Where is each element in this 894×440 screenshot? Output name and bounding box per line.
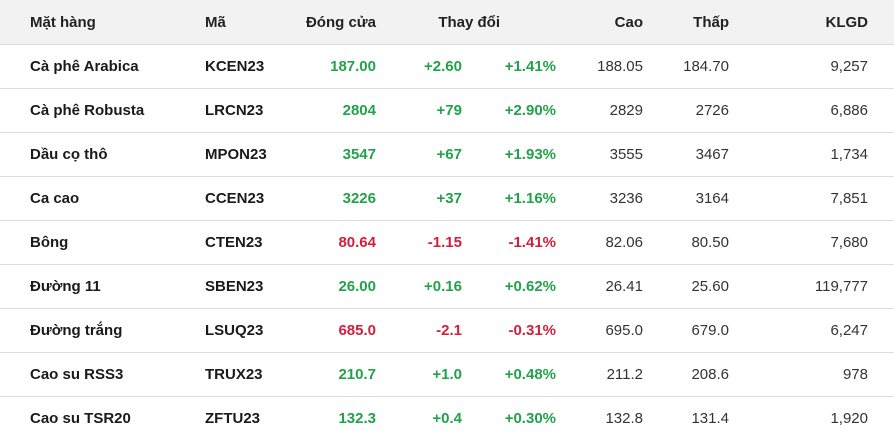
percent-change: -0.31% (508, 322, 556, 339)
table-row[interactable]: Đường trắng LSUQ23 685.0 -2.1 -0.31% 695… (0, 309, 894, 353)
price-change: +2.60 (424, 58, 462, 75)
price-change: +37 (436, 190, 462, 207)
percent-change: -1.41% (508, 234, 556, 251)
header-low[interactable]: Thấp (693, 13, 729, 31)
trading-volume: 119,777 (814, 278, 868, 295)
table-header: Mặt hàng Mã Đóng cửa Thay đổi Cao Thấp K… (0, 0, 894, 45)
low-price: 3164 (695, 190, 729, 207)
commodity-code: MPON23 (205, 146, 267, 163)
close-price: 132.3 (338, 410, 376, 427)
commodity-code: CCEN23 (205, 190, 265, 207)
percent-change: +1.16% (504, 190, 556, 207)
trading-volume: 1,734 (830, 146, 868, 163)
high-price: 132.8 (605, 410, 643, 427)
commodity-name: Bông (30, 234, 69, 251)
table-row[interactable]: Dầu cọ thô MPON23 3547 +67 +1.93% 3555 3… (0, 133, 894, 177)
commodity-code: LRCN23 (205, 102, 264, 119)
commodity-code: TRUX23 (205, 366, 263, 383)
commodity-code: LSUQ23 (205, 322, 264, 339)
trading-volume: 6,247 (830, 322, 868, 339)
percent-change: +0.62% (504, 278, 556, 295)
low-price: 208.6 (691, 366, 729, 383)
low-price: 80.50 (691, 234, 729, 251)
close-price: 2804 (342, 102, 376, 119)
high-price: 188.05 (597, 58, 643, 75)
commodity-code: ZFTU23 (205, 410, 261, 427)
high-price: 82.06 (605, 234, 643, 251)
high-price: 211.2 (606, 366, 643, 383)
close-price: 685.0 (338, 322, 376, 339)
table-row[interactable]: Ca cao CCEN23 3226 +37 +1.16% 3236 3164 … (0, 177, 894, 221)
price-change: -1.15 (427, 234, 462, 251)
header-high[interactable]: Cao (614, 13, 643, 31)
header-close[interactable]: Đóng cửa (305, 13, 376, 31)
price-change: +67 (436, 146, 462, 163)
percent-change: +1.41% (504, 58, 556, 75)
table-row[interactable]: Bông CTEN23 80.64 -1.15 -1.41% 82.06 80.… (0, 221, 894, 265)
high-price: 3236 (609, 190, 643, 207)
percent-change: +0.30% (504, 410, 556, 427)
high-price: 695.0 (605, 322, 643, 339)
percent-change: +2.90% (504, 102, 556, 119)
trading-volume: 1,920 (830, 410, 868, 427)
percent-change: +0.48% (504, 366, 556, 383)
commodity-name: Đường trắng (30, 322, 123, 339)
price-change: +79 (436, 102, 462, 119)
price-change: +1.0 (432, 366, 462, 383)
close-price: 80.64 (338, 234, 376, 251)
low-price: 131.4 (691, 410, 729, 427)
percent-change: +1.93% (504, 146, 556, 163)
commodity-name: Đường 11 (30, 278, 101, 295)
table-row[interactable]: Cao su TSR20 ZFTU23 132.3 +0.4 +0.30% 13… (0, 397, 894, 440)
header-volume[interactable]: KLGD (825, 13, 869, 31)
close-price: 3547 (342, 146, 376, 163)
commodity-name: Cà phê Arabica (30, 58, 139, 75)
price-change: +0.4 (432, 410, 462, 427)
table-row[interactable]: Đường 11 SBEN23 26.00 +0.16 +0.62% 26.41… (0, 265, 894, 309)
close-price: 26.00 (338, 278, 376, 295)
table-row[interactable]: Cao su RSS3 TRUX23 210.7 +1.0 +0.48% 211… (0, 353, 894, 397)
low-price: 2726 (695, 102, 729, 119)
low-price: 679.0 (691, 322, 729, 339)
trading-volume: 9,257 (830, 58, 868, 75)
commodity-name: Ca cao (30, 190, 80, 207)
commodity-name: Cao su RSS3 (30, 366, 124, 383)
low-price: 3467 (695, 146, 729, 163)
close-price: 210.7 (338, 366, 376, 383)
table-body: Cà phê Arabica KCEN23 187.00 +2.60 +1.41… (0, 45, 894, 440)
price-change: +0.16 (424, 278, 462, 295)
header-code[interactable]: Mã (205, 13, 226, 31)
header-change[interactable]: Thay đổi (438, 13, 500, 31)
trading-volume: 6,886 (830, 102, 868, 119)
high-price: 3555 (609, 146, 643, 163)
commodity-name: Cà phê Robusta (30, 102, 145, 119)
trading-volume: 978 (842, 366, 868, 383)
low-price: 184.70 (683, 58, 729, 75)
commodity-code: SBEN23 (205, 278, 264, 295)
trading-volume: 7,680 (830, 234, 868, 251)
commodity-name: Dầu cọ thô (30, 146, 108, 163)
high-price: 2829 (609, 102, 643, 119)
table-row[interactable]: Cà phê Robusta LRCN23 2804 +79 +2.90% 28… (0, 89, 894, 133)
table-row[interactable]: Cà phê Arabica KCEN23 187.00 +2.60 +1.41… (0, 45, 894, 89)
commodity-code: CTEN23 (205, 234, 263, 251)
price-change: -2.1 (436, 322, 462, 339)
commodity-code: KCEN23 (205, 58, 265, 75)
low-price: 25.60 (691, 278, 729, 295)
trading-volume: 7,851 (830, 190, 868, 207)
close-price: 3226 (342, 190, 376, 207)
header-name[interactable]: Mặt hàng (30, 13, 96, 31)
commodity-name: Cao su TSR20 (30, 410, 131, 427)
close-price: 187.00 (330, 58, 376, 75)
high-price: 26.41 (605, 278, 643, 295)
